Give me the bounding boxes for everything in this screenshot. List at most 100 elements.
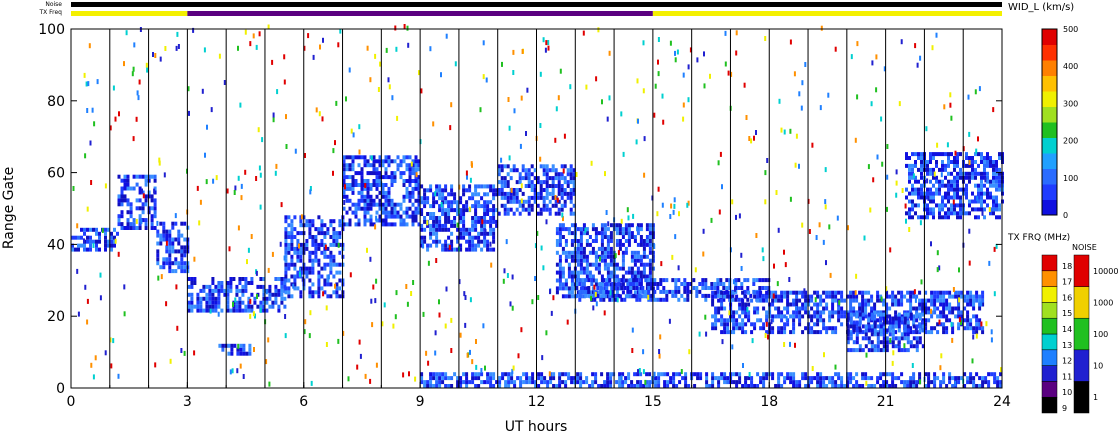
data-point xyxy=(223,288,227,293)
data-point xyxy=(354,155,358,160)
data-point xyxy=(861,298,865,303)
data-point xyxy=(954,376,958,381)
data-point xyxy=(183,245,187,250)
txfreq-colorbar-tick: 11 xyxy=(1062,372,1072,381)
data-point xyxy=(375,183,379,187)
data-point xyxy=(539,180,543,185)
data-point xyxy=(548,184,552,188)
data-point xyxy=(753,290,757,295)
noise-point xyxy=(84,153,87,159)
noise-point xyxy=(322,37,324,43)
data-point xyxy=(615,380,619,385)
data-point xyxy=(522,380,526,385)
data-point xyxy=(987,380,991,385)
data-point xyxy=(489,184,493,189)
noise-point xyxy=(249,298,252,304)
data-point xyxy=(214,284,218,289)
data-point xyxy=(950,187,953,192)
data-point xyxy=(417,190,421,195)
data-point xyxy=(905,156,908,160)
data-point xyxy=(885,290,889,295)
txfreq-colorbar-segment xyxy=(1041,286,1058,303)
data-point xyxy=(888,332,892,337)
data-point xyxy=(756,298,760,303)
data-point xyxy=(326,231,330,236)
data-point xyxy=(615,290,619,295)
data-point xyxy=(621,235,625,239)
data-point xyxy=(420,184,424,189)
data-point xyxy=(585,262,589,267)
data-point xyxy=(555,384,559,388)
data-point xyxy=(561,294,565,299)
data-point xyxy=(548,211,552,216)
data-point xyxy=(971,160,974,164)
data-point xyxy=(429,216,433,220)
data-point xyxy=(639,235,643,239)
data-point xyxy=(408,167,412,172)
data-point xyxy=(317,215,321,220)
data-point xyxy=(357,202,361,207)
data-point xyxy=(156,249,160,254)
data-point xyxy=(732,290,736,295)
noise-point xyxy=(644,379,647,385)
data-point xyxy=(566,195,570,200)
data-point xyxy=(615,231,619,236)
data-point xyxy=(83,227,86,232)
data-point xyxy=(600,235,604,239)
data-point xyxy=(801,306,805,311)
data-point xyxy=(630,270,634,275)
data-point xyxy=(989,211,992,216)
data-point xyxy=(648,258,652,263)
data-point xyxy=(792,372,796,377)
data-point xyxy=(214,296,218,301)
data-point xyxy=(737,297,741,302)
data-point xyxy=(936,306,940,311)
data-point xyxy=(405,210,409,215)
noise-point xyxy=(971,358,974,364)
data-point xyxy=(551,184,555,188)
data-point xyxy=(329,242,333,247)
data-point xyxy=(369,198,373,203)
noise-point xyxy=(764,170,767,176)
data-point xyxy=(420,239,424,244)
data-point xyxy=(123,182,127,187)
data-point xyxy=(190,300,194,305)
data-point xyxy=(235,308,239,313)
data-point xyxy=(906,320,910,325)
data-point xyxy=(329,282,333,287)
data-point xyxy=(966,302,970,307)
data-point xyxy=(906,312,910,317)
data-point xyxy=(399,163,403,168)
data-point xyxy=(807,384,811,388)
data-point xyxy=(914,179,917,184)
data-point xyxy=(199,288,203,293)
data-point xyxy=(882,344,886,349)
data-point xyxy=(501,376,505,381)
data-point xyxy=(603,227,607,232)
data-point xyxy=(311,235,315,239)
data-point xyxy=(579,266,583,271)
data-point xyxy=(624,380,628,385)
data-point xyxy=(536,211,540,216)
data-point xyxy=(456,200,460,205)
data-point xyxy=(978,318,982,323)
data-point xyxy=(957,322,961,327)
data-point xyxy=(846,294,850,299)
data-point xyxy=(417,186,421,191)
wid-colorbar-segment xyxy=(1042,29,1057,45)
noise-point xyxy=(209,308,212,314)
noise-point xyxy=(206,124,208,130)
data-point xyxy=(864,344,868,349)
y-tick-label: 100 xyxy=(38,22,65,38)
data-point xyxy=(888,384,892,388)
data-point xyxy=(320,274,324,279)
data-point xyxy=(855,372,859,377)
data-point xyxy=(426,243,430,248)
data-point xyxy=(789,372,793,377)
data-point xyxy=(560,176,564,181)
data-point xyxy=(963,306,967,311)
data-point xyxy=(867,336,871,341)
data-point xyxy=(554,172,558,177)
data-point xyxy=(284,239,288,243)
